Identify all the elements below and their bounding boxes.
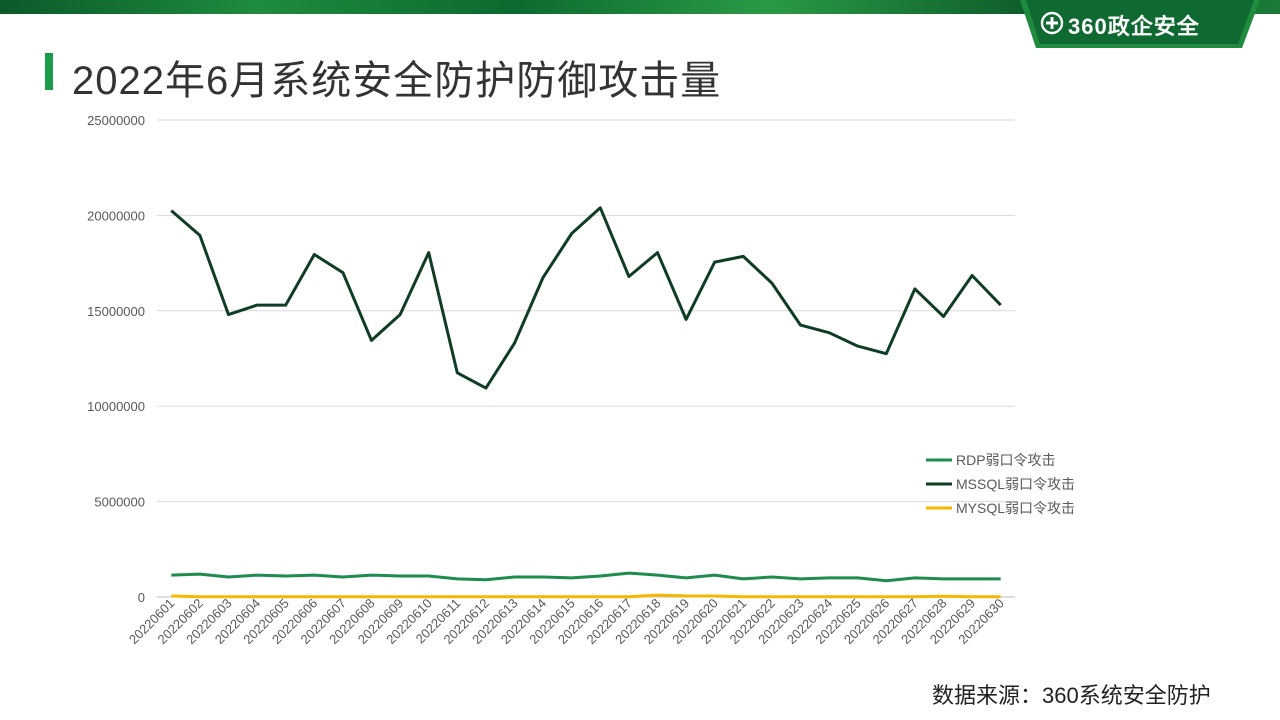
data-source: 数据来源：360系统安全防护 [932, 683, 1211, 708]
y-tick-label: 25000000 [87, 113, 145, 128]
y-tick-label: 5000000 [94, 495, 145, 510]
page-title: 2022年6月系统安全防护防御攻击量 [72, 59, 722, 103]
series-line-2 [171, 593, 1001, 599]
y-tick-label: 20000000 [87, 208, 145, 223]
legend-label: MSSQL弱口令攻击 [956, 476, 1075, 492]
brand-tab [1020, 0, 1260, 48]
y-tick-label: 15000000 [87, 304, 145, 319]
plus-circle-icon [1040, 11, 1064, 35]
series-line-0 [171, 571, 1001, 583]
title-accent-bar [45, 53, 53, 90]
legend-label: MYSQL弱口令攻击 [956, 500, 1075, 516]
legend-label: RDP弱口令攻击 [956, 452, 1056, 468]
top-banner [0, 0, 1280, 14]
y-tick-label: 10000000 [87, 399, 145, 414]
legend: RDP弱口令攻击 MSSQL弱口令攻击 MYSQL弱口令攻击 [926, 452, 1075, 516]
grid-lines [157, 119, 1015, 598]
series-line-1 [170, 206, 1002, 390]
brand-name: 360政企安全 [1068, 14, 1200, 39]
y-tick-label: 0 [138, 590, 145, 605]
series-lines [170, 206, 1002, 599]
x-axis-ticks: 2022060120220602202206032022060420220605… [126, 596, 1007, 648]
y-axis-ticks: 0 5000000 10000000 15000000 20000000 25000000 [87, 113, 145, 605]
